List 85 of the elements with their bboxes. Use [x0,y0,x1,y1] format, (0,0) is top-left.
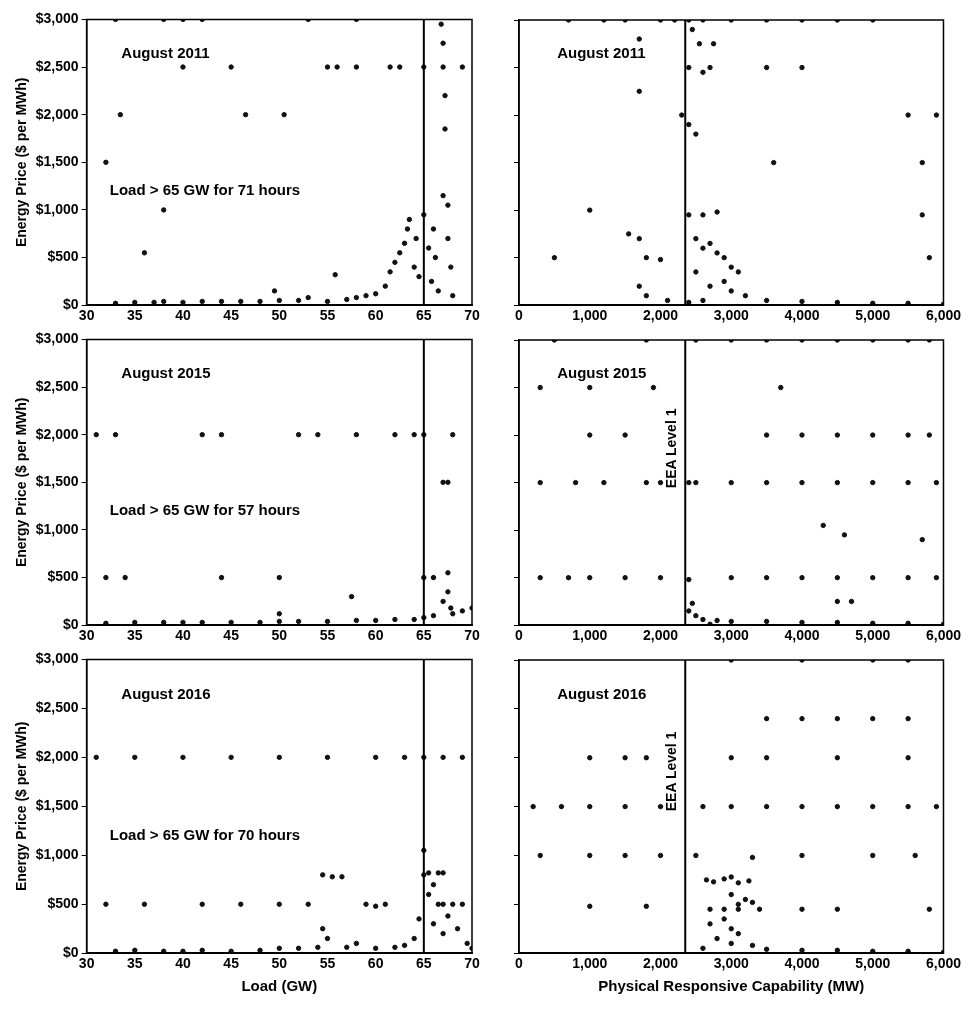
x-tick-label: 60 [367,627,384,644]
y-axis-title: Energy Price ($ per MWh) [13,721,30,892]
x-tick-label: 6,000 [925,627,962,644]
x-tick-label: 6,000 [925,307,962,324]
x-tick-label: 70 [464,955,480,972]
annotation: Load > 65 GW for 70 hours [109,825,301,843]
y-tick-label: $3,000 [35,330,79,347]
y-axis-title: Energy Price ($ per MWh) [13,397,30,568]
x-tick-label: 2,000 [642,955,679,972]
annotation: August 2015 [557,364,647,382]
y-tick-label: $2,000 [35,425,79,442]
x-tick-label: 3,000 [713,955,749,972]
x-tick-label: 50 [271,627,288,644]
y-tick-label: $1,000 [35,846,79,863]
y-tick-label: $3,000 [35,650,79,667]
y-tick-label: $3,000 [35,10,79,27]
y-tick-label: $0 [63,616,79,633]
x-tick-label: 1,000 [572,307,608,324]
x-tick-label: 60 [367,307,384,324]
y-tick-label: $500 [47,568,79,585]
x-tick-label: 40 [175,955,191,972]
x-tick-label: 1,000 [572,955,608,972]
x-tick-label: 4,000 [784,955,820,972]
ref-line-label: EEA Level 1 [663,731,680,812]
annotation: August 2011 [557,44,646,62]
x-tick-label: 50 [271,955,288,972]
y-tick-label: $0 [63,296,79,313]
x-tick-label: 65 [416,627,432,644]
y-tick-label: $2,000 [35,105,79,122]
x-tick-label: 5,000 [855,627,891,644]
x-tick-label: 0 [515,627,524,644]
ref-line-label: EEA Level 1 [663,408,680,489]
y-tick-label: $1,500 [35,153,79,170]
x-tick-label: 40 [175,307,191,324]
x-tick-label: 30 [78,627,95,644]
x-tick-label: 35 [127,627,143,644]
annotation: Load > 65 GW for 57 hours [109,501,301,519]
y-tick-label: $2,500 [35,699,79,716]
x-tick-label: 0 [515,307,524,324]
x-axis-title: Physical Responsive Capability (MW) [598,977,865,995]
x-tick-label: 50 [271,307,288,324]
x-axis-title: Load (GW) [241,977,318,995]
y-tick-label: $500 [47,895,79,912]
x-tick-label: 45 [223,955,240,972]
x-tick-label: 35 [127,955,143,972]
x-tick-label: 40 [175,627,191,644]
x-tick-label: 0 [515,955,524,972]
x-tick-label: 4,000 [784,307,820,324]
annotation: August 2015 [121,363,211,381]
x-tick-label: 2,000 [642,307,679,324]
x-tick-label: 70 [464,627,480,644]
x-tick-label: 5,000 [855,307,891,324]
x-tick-label: 1,000 [572,627,608,644]
y-axis-title: Energy Price ($ per MWh) [13,77,30,248]
y-tick-label: $2,000 [35,748,79,765]
x-tick-label: 55 [319,627,336,644]
x-tick-label: 5,000 [855,955,891,972]
x-tick-label: 60 [367,955,384,972]
x-tick-label: 45 [223,307,240,324]
y-tick-label: $2,500 [35,377,79,394]
x-tick-label: 3,000 [713,627,749,644]
x-tick-label: 65 [416,307,432,324]
x-tick-label: 65 [416,955,432,972]
y-tick-label: $2,500 [35,57,79,74]
y-tick-label: $0 [63,944,79,961]
x-tick-label: 6,000 [925,955,962,972]
x-tick-label: 55 [319,307,336,324]
annotation: August 2016 [121,684,211,702]
x-tick-label: 2,000 [642,627,679,644]
y-tick-label: $1,500 [35,797,79,814]
y-tick-label: $1,000 [35,520,79,537]
x-tick-label: 45 [223,627,240,644]
x-tick-label: 3,000 [713,307,749,324]
annotation: Load > 65 GW for 71 hours [109,181,301,199]
y-tick-label: $1,000 [35,200,79,217]
x-tick-label: 70 [464,307,480,324]
y-tick-label: $1,500 [35,473,79,490]
y-tick-label: $500 [47,248,79,265]
x-tick-label: 30 [78,307,95,324]
annotation: August 2011 [121,43,210,61]
x-tick-label: 4,000 [784,627,820,644]
x-tick-label: 55 [319,955,336,972]
annotation: August 2016 [557,685,647,703]
x-tick-label: 30 [78,955,95,972]
x-tick-label: 35 [127,307,143,324]
